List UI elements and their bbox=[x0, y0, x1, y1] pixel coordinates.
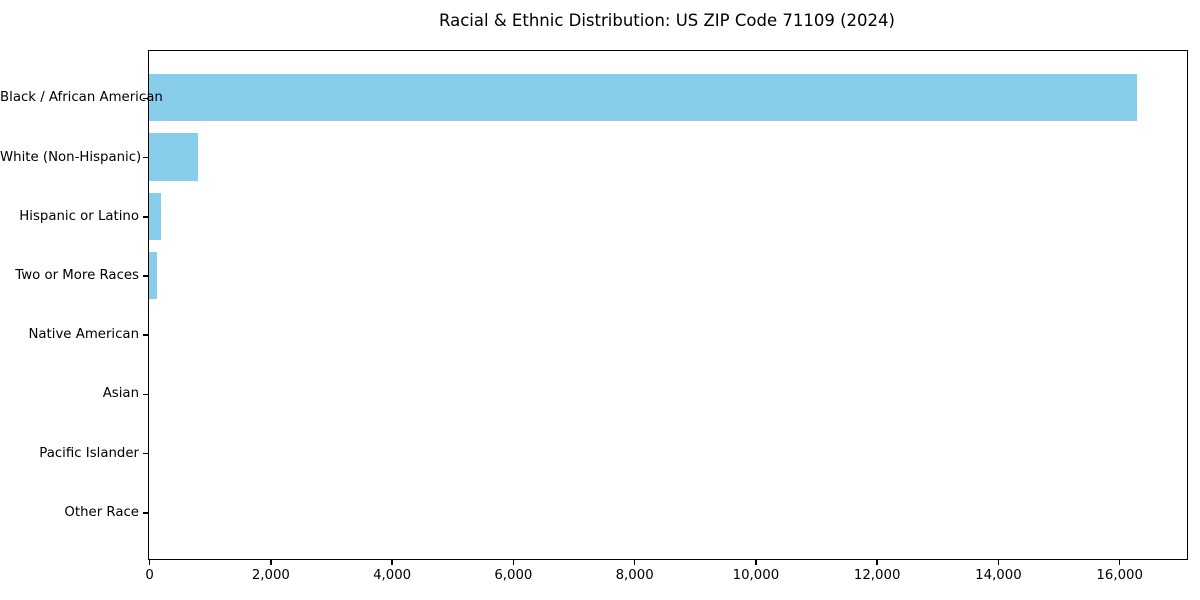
x-tick-mark bbox=[1118, 559, 1121, 565]
y-tick-mark bbox=[143, 512, 148, 514]
x-tick-label: 16,000 bbox=[1096, 567, 1143, 583]
bar bbox=[149, 192, 162, 240]
y-tick-mark bbox=[143, 275, 148, 277]
chart-title: Racial & Ethnic Distribution: US ZIP Cod… bbox=[439, 11, 895, 30]
x-tick-mark bbox=[148, 559, 151, 565]
y-tick-mark bbox=[143, 215, 148, 218]
x-tick-label: 8,000 bbox=[615, 567, 654, 583]
y-tick-mark bbox=[143, 393, 148, 396]
x-tick-mark bbox=[755, 559, 757, 565]
y-tick-label: Pacific Islander bbox=[39, 445, 139, 461]
x-tick-label: 6,000 bbox=[494, 567, 533, 583]
x-tick-label: 12,000 bbox=[853, 567, 901, 583]
y-tick-label: White (Non-Hispanic) bbox=[0, 149, 142, 165]
x-tick-mark bbox=[997, 559, 1000, 565]
y-tick-label: Native American bbox=[28, 327, 139, 343]
plot-area bbox=[148, 50, 1188, 560]
x-tick-label: 2,000 bbox=[251, 567, 290, 583]
x-tick-mark bbox=[270, 559, 272, 565]
bar bbox=[149, 133, 198, 181]
x-tick-label: 14,000 bbox=[975, 567, 1022, 583]
x-tick-mark bbox=[512, 559, 515, 565]
y-tick-label: Hispanic or Latino bbox=[19, 208, 139, 224]
bar bbox=[149, 251, 157, 300]
y-tick-label: Asian bbox=[102, 386, 139, 402]
bar bbox=[149, 74, 1138, 122]
y-tick-mark bbox=[143, 452, 148, 455]
x-tick-label: 0 bbox=[145, 567, 154, 583]
x-tick-mark bbox=[876, 559, 878, 565]
y-tick-label: Two or More Races bbox=[15, 267, 139, 283]
y-tick-mark bbox=[143, 334, 148, 336]
y-tick-mark bbox=[143, 156, 148, 159]
y-tick-label: Black / African American bbox=[0, 90, 163, 106]
x-tick-mark bbox=[633, 559, 636, 565]
x-tick-label: 4,000 bbox=[373, 567, 412, 583]
x-tick-mark bbox=[391, 559, 393, 565]
y-tick-label: Other Race bbox=[64, 504, 139, 520]
y-tick-mark bbox=[143, 97, 148, 100]
x-tick-label: 10,000 bbox=[732, 567, 780, 583]
